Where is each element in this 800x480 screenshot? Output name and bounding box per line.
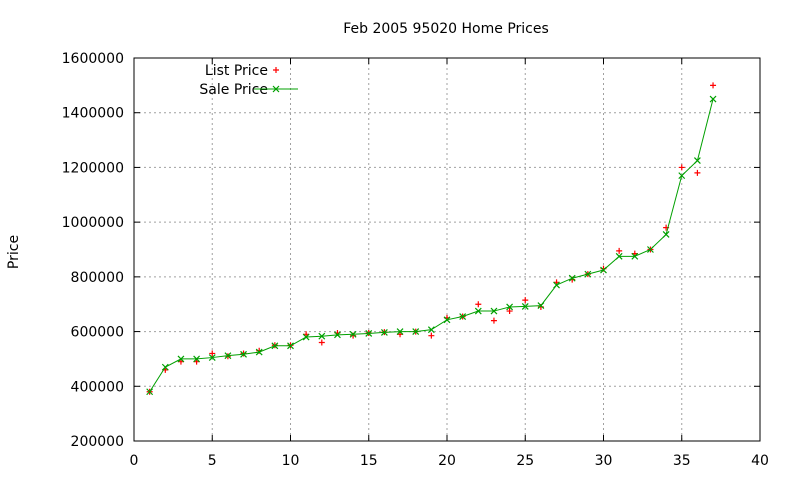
y-axis-label: Price: [6, 235, 22, 269]
sale-price-point: [678, 172, 686, 180]
sale-price-series: [146, 95, 717, 396]
list-price-point: [522, 297, 529, 304]
sale-price-point: [396, 328, 404, 335]
y-tick-label: 1000000: [62, 215, 124, 231]
list-price-point: [475, 301, 482, 308]
sale-price-point: [412, 328, 420, 335]
sale-price-point: [318, 332, 326, 340]
sale-price-point: [568, 274, 576, 282]
sale-price-point: [506, 303, 514, 311]
legend-label-sale-price: Sale Price: [199, 82, 268, 98]
sale-price-point: [427, 326, 435, 334]
sale-price-point: [240, 350, 247, 358]
x-tick-label: 15: [360, 453, 378, 469]
sale-price-point: [287, 342, 294, 350]
sale-price-point: [459, 313, 467, 320]
y-tick-label: 400000: [71, 379, 124, 395]
sale-price-point: [255, 348, 263, 356]
list-price-point: [428, 332, 435, 339]
sale-price-point: [208, 354, 216, 361]
x-tick-label: 5: [208, 453, 217, 469]
list-price-point: [318, 339, 325, 346]
sale-price-point: [631, 252, 639, 260]
series-layer: [146, 82, 717, 396]
sale-price-point: [490, 307, 498, 315]
y-tick-label: 1600000: [62, 51, 124, 67]
x-tick-label: 0: [130, 453, 139, 469]
grid: [134, 58, 760, 441]
x-tick-label: 20: [438, 453, 456, 469]
sale-price-point: [380, 328, 388, 336]
sale-price-point: [302, 333, 310, 341]
sale-price-point: [693, 157, 701, 165]
legend-marker-sale-price: [272, 85, 280, 93]
sale-price-point: [177, 355, 185, 363]
sale-price-line: [149, 98, 714, 393]
sale-price-point: [365, 330, 373, 337]
sale-price-point: [537, 302, 545, 310]
sale-price-point: [553, 281, 560, 289]
x-tick-label: 40: [751, 453, 769, 469]
list-price-point: [710, 82, 717, 89]
sale-price-point: [161, 363, 169, 371]
legend-marker-list-price: [273, 67, 279, 73]
list-price-point: [694, 169, 701, 176]
sale-price-point: [271, 342, 279, 350]
sale-price-point: [474, 307, 482, 315]
x-tick-label: 35: [673, 453, 691, 469]
sale-price-point: [443, 316, 451, 324]
sale-price-point: [193, 355, 201, 363]
axis-ticks: 0 5 10 15 20 25 30 35 40 200000 400000 600000 800000…: [62, 51, 769, 469]
legend: List Price Sale Price: [199, 63, 298, 98]
y-tick-label: 600000: [71, 325, 124, 341]
y-tick-label: 1200000: [62, 160, 124, 176]
chart-title: Feb 2005 95020 Home Prices: [343, 21, 549, 37]
sale-price-point: [584, 270, 592, 278]
list-price-series: [146, 82, 717, 395]
sale-price-point: [146, 388, 154, 396]
sale-price-point: [709, 95, 717, 103]
list-price-point: [490, 317, 497, 324]
sale-price-point: [647, 246, 654, 253]
list-price-point: [678, 164, 685, 171]
y-tick-label: 800000: [71, 270, 124, 286]
list-price-point: [209, 350, 216, 357]
sale-price-point: [521, 302, 529, 310]
sale-price-point: [224, 352, 232, 360]
x-tick-label: 25: [516, 453, 534, 469]
list-price-point: [616, 247, 623, 254]
legend-label-list-price: List Price: [205, 63, 268, 79]
sale-price-point: [600, 266, 607, 274]
x-tick-label: 30: [595, 453, 613, 469]
y-tick-label: 1400000: [62, 106, 124, 122]
sale-price-point: [349, 330, 357, 338]
sale-price-point: [334, 331, 341, 339]
x-tick-label: 10: [282, 453, 300, 469]
sale-price-point: [662, 231, 670, 238]
list-price-point: [506, 308, 513, 315]
sale-price-point: [615, 252, 623, 260]
y-tick-label: 200000: [71, 434, 124, 450]
